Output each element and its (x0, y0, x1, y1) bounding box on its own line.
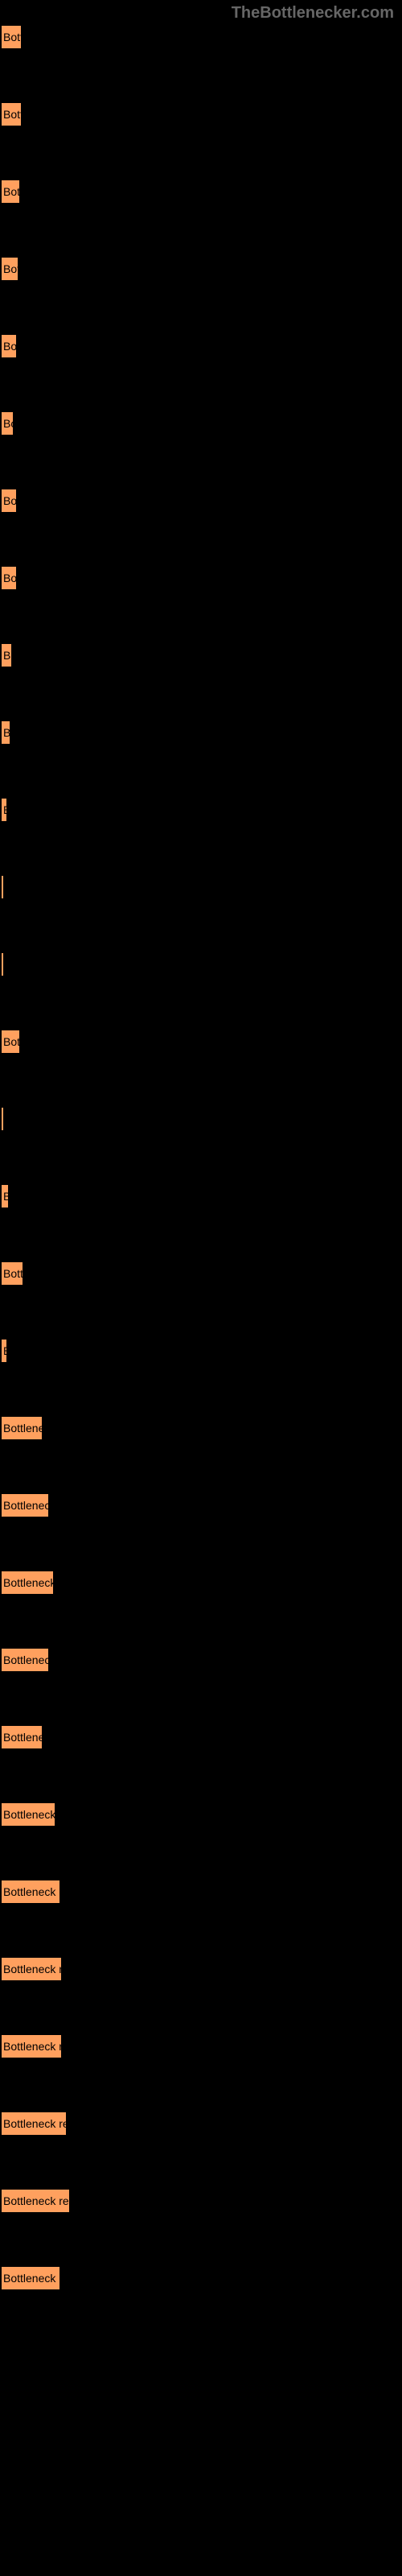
bar-row: Bottleneck result (0, 2111, 402, 2149)
bar-row: Bottleneck result (0, 2265, 402, 2304)
bar-row: Bottleneck result (0, 1183, 402, 1222)
bar-label: Bottleneck result (3, 1731, 43, 1744)
bar-label: Bottleneck result (3, 108, 23, 121)
bar: Bottleneck result (0, 642, 13, 668)
bar-row: Bottleneck result (0, 101, 402, 140)
bar: Bottleneck result (0, 1492, 50, 1518)
bar: Bottleneck result (0, 1029, 21, 1055)
bar-label: Bottleneck result (3, 340, 18, 353)
bar-row: Bottleneck result (0, 874, 402, 913)
bar-row: Bottleneck result (0, 24, 402, 63)
bar-label: Bottleneck result (3, 1113, 5, 1125)
watermark-text: TheBottlenecker.com (232, 4, 394, 23)
bar: Bottleneck result (0, 1724, 43, 1750)
bar: Bottleneck result (0, 333, 18, 359)
bar-label: Bottleneck result (3, 572, 18, 584)
bar: Bottleneck result (0, 256, 19, 282)
bar: Bottleneck result (0, 1415, 43, 1441)
bar: Bottleneck result (0, 2265, 61, 2291)
bar-label: Bottleneck result (3, 649, 13, 662)
bar-label: Bottleneck result (3, 2117, 68, 2130)
bar-label: Bottleneck result (3, 1576, 55, 1589)
bar-row: Bottleneck result (0, 179, 402, 217)
bar-row: Bottleneck result (0, 1647, 402, 1686)
bar-label: Bottleneck result (3, 726, 11, 739)
bar: Bottleneck result (0, 797, 8, 823)
bar: Bottleneck result (0, 488, 18, 514)
bar-row: Bottleneck result (0, 1492, 402, 1531)
bar-row: Bottleneck result (0, 2033, 402, 2072)
bar-label: Bottleneck result (3, 881, 5, 894)
bar-row: Bottleneck result (0, 333, 402, 372)
bar-row: Bottleneck result (0, 256, 402, 295)
bar: Bottleneck result (0, 24, 23, 50)
bar-label: Bottleneck result (3, 1653, 50, 1666)
bar: Bottleneck result (0, 952, 5, 977)
bar-row: Bottleneck result (0, 1261, 402, 1299)
bar-label: Bottleneck result (3, 1963, 63, 1975)
bar: Bottleneck result (0, 720, 11, 745)
bar-row: Bottleneck result (0, 1338, 402, 1377)
bar-row: Bottleneck result (0, 1570, 402, 1608)
bar: Bottleneck result (0, 2111, 68, 2136)
bar-label: Bottleneck result (3, 185, 21, 198)
bar-label: Bottleneck result (3, 262, 19, 275)
bar: Bottleneck result (0, 565, 18, 591)
bar-label: Bottleneck result (3, 1344, 8, 1357)
bar-label: Bottleneck result (3, 2040, 63, 2053)
bar-label: Bottleneck result (3, 2194, 71, 2207)
bar-row: Bottleneck result (0, 1879, 402, 1918)
bar-label: Bottleneck result (3, 1885, 61, 1898)
bar-row: Bottleneck result (0, 952, 402, 990)
bar-row: Bottleneck result (0, 1956, 402, 1995)
bar-row: Bottleneck result (0, 488, 402, 526)
bar: Bottleneck result (0, 1338, 8, 1364)
bar-row: Bottleneck result (0, 2188, 402, 2227)
bar: Bottleneck result (0, 101, 23, 127)
bar: Bottleneck result (0, 1570, 55, 1596)
bar-row: Bottleneck result (0, 565, 402, 604)
bar-label: Bottleneck result (3, 1267, 24, 1280)
bar: Bottleneck result (0, 1647, 50, 1673)
bar-label: Bottleneck result (3, 1035, 21, 1048)
bar: Bottleneck result (0, 1106, 5, 1132)
bar-label: Bottleneck result (3, 803, 8, 816)
bar-row: Bottleneck result (0, 720, 402, 758)
bar-label: Bottleneck result (3, 417, 14, 430)
bar: Bottleneck result (0, 1956, 63, 1982)
bar: Bottleneck result (0, 1261, 24, 1286)
bar-label: Bottleneck result (3, 494, 18, 507)
bar: Bottleneck result (0, 1879, 61, 1905)
bar-row: Bottleneck result (0, 797, 402, 836)
bar: Bottleneck result (0, 2033, 63, 2059)
bar-row: Bottleneck result (0, 1802, 402, 1840)
bar: Bottleneck result (0, 179, 21, 204)
bar-row: Bottleneck result (0, 1415, 402, 1454)
bar-row: Bottleneck result (0, 642, 402, 681)
bar-row: Bottleneck result (0, 1724, 402, 1763)
bar-row: Bottleneck result (0, 1029, 402, 1067)
bar-row: Bottleneck result (0, 411, 402, 449)
bar: Bottleneck result (0, 1183, 10, 1209)
bar-label: Bottleneck result (3, 1808, 56, 1821)
bar-label: Bottleneck result (3, 958, 5, 971)
bar-row: Bottleneck result (0, 1106, 402, 1145)
bar-label: Bottleneck result (3, 1499, 50, 1512)
bar-label: Bottleneck result (3, 1422, 43, 1435)
bar: Bottleneck result (0, 874, 5, 900)
bar: Bottleneck result (0, 2188, 71, 2214)
bar-label: Bottleneck result (3, 2272, 61, 2285)
bar-label: Bottleneck result (3, 31, 23, 43)
bar: Bottleneck result (0, 411, 14, 436)
bar: Bottleneck result (0, 1802, 56, 1827)
bar-chart: Bottleneck result Bottleneck result Bottle… (0, 24, 402, 2343)
bar-label: Bottleneck result (3, 1190, 10, 1203)
